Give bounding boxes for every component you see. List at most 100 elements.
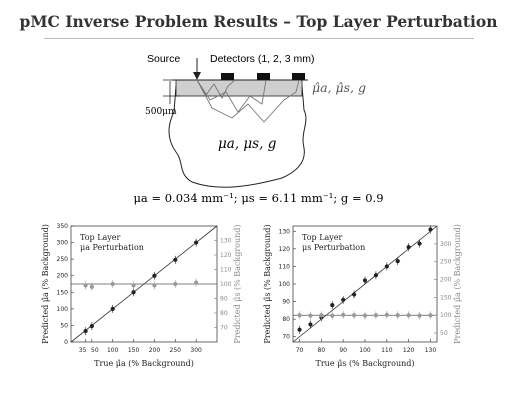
y-right-tick-label: 70 [220, 325, 228, 332]
data-point-primary [417, 241, 422, 246]
y-axis-label: Predicted μ̂s (% Background) [263, 224, 272, 343]
detector-2mm [257, 73, 270, 80]
y-right-tick-label: 120 [220, 252, 232, 259]
x-tick-label: 35 [79, 347, 87, 354]
chart-annotation-line1: Top Layer [302, 233, 343, 242]
data-point-secondary [406, 313, 411, 318]
detector-3mm [292, 73, 305, 80]
x-tick-label: 200 [149, 347, 161, 354]
y-tick-label: 70 [282, 334, 290, 341]
x-tick-label: 110 [381, 347, 393, 354]
data-point-secondary [83, 283, 88, 288]
tissue-outline [168, 85, 307, 188]
data-point-secondary [131, 283, 136, 288]
y-tick-label: 150 [57, 289, 69, 296]
y-right-tick-label: 150 [440, 294, 452, 301]
data-point-primary [194, 240, 199, 245]
x-tick-label: 300 [190, 347, 202, 354]
data-point-primary [330, 302, 335, 308]
data-point-secondary [395, 313, 400, 318]
data-point-primary [373, 273, 379, 278]
x-tick-label: 130 [425, 347, 437, 354]
data-point-secondary [319, 313, 324, 318]
data-point-secondary [341, 312, 346, 317]
data-point-secondary [297, 313, 302, 318]
chart-annotation-line2: μs Perturbation [302, 243, 365, 252]
x-tick-label: 70 [296, 347, 304, 354]
x-axis-label: True μ̂s (% Background) [316, 359, 415, 368]
y-right-tick-label: 300 [440, 241, 452, 248]
data-point-primary [341, 297, 346, 302]
data-point-secondary [384, 312, 389, 317]
data-point-primary [351, 292, 357, 297]
data-point-primary [362, 278, 368, 283]
data-point-primary [406, 244, 411, 250]
y-right-tick-label: 250 [440, 259, 452, 266]
data-point-secondary [417, 313, 422, 318]
data-point-secondary [194, 280, 199, 285]
data-point-primary [131, 290, 136, 295]
y-tick-label: 80 [282, 316, 290, 323]
data-point-secondary [373, 313, 379, 318]
data-point-primary [89, 323, 94, 329]
depth-label: 500μm [145, 107, 177, 117]
y-right-tick-label: 100 [220, 281, 232, 288]
y-right-tick-label: 200 [440, 277, 452, 284]
y-tick-label: 100 [279, 281, 291, 288]
x-tick-label: 80 [318, 347, 326, 354]
data-point-secondary [351, 313, 357, 318]
data-point-secondary [362, 313, 368, 318]
data-point-primary [173, 257, 178, 262]
y-tick-label: 50 [60, 322, 68, 329]
x-tick-label: 50 [91, 347, 99, 354]
x-tick-label: 90 [339, 347, 347, 354]
top-layer-params: μ̂a, μ̂s, g [312, 80, 366, 95]
y-tick-label: 350 [57, 223, 69, 230]
photon-path-1 [196, 79, 236, 99]
data-point-secondary [89, 284, 94, 289]
chart-annotation-line2: μa Perturbation [80, 243, 144, 252]
source-arrowhead [193, 72, 201, 80]
data-point-secondary [428, 313, 433, 318]
x-tick-label: 150 [128, 347, 140, 354]
y-right-tick-label: 50 [440, 330, 448, 337]
slide-title: pMC Inverse Problem Results – Top Layer … [19, 12, 498, 31]
y-tick-label: 90 [282, 299, 290, 306]
y-tick-label: 250 [57, 256, 69, 263]
photon-path-2 [196, 79, 267, 113]
source-label: Source [147, 53, 180, 65]
y-right-tick-label: 110 [220, 267, 232, 274]
y-right-axis-label: Predicted μ̂s (% Background) [233, 224, 242, 343]
data-point-primary [110, 306, 115, 311]
photon-path-3 [196, 79, 300, 123]
x-axis-label: True μ̂a (% Background) [94, 359, 194, 368]
detectors-label: Detectors (1, 2, 3 mm) [210, 53, 314, 65]
y-tick-label: 110 [279, 263, 291, 270]
y-tick-label: 130 [279, 228, 291, 235]
y-right-tick-label: 100 [440, 312, 452, 319]
data-point-primary [83, 328, 88, 334]
data-point-secondary [308, 313, 313, 318]
baseline-params: μa = 0.034 mm⁻¹; μs = 6.11 mm⁻¹; g = 0.9 [133, 191, 383, 205]
x-tick-label: 100 [107, 347, 119, 354]
y-right-tick-label: 130 [220, 238, 232, 245]
title-divider [44, 38, 474, 39]
bulk-params: μa, μs, g [218, 136, 277, 152]
y-tick-label: 300 [57, 240, 69, 247]
x-tick-label: 250 [170, 347, 182, 354]
data-point-primary [428, 227, 433, 232]
y-tick-label: 0 [64, 339, 68, 346]
y-tick-label: 120 [279, 246, 291, 253]
data-point-primary [308, 322, 313, 327]
data-point-secondary [330, 313, 335, 318]
x-tick-label: 100 [359, 347, 371, 354]
y-tick-label: 200 [57, 273, 69, 280]
data-point-secondary [110, 281, 115, 287]
y-right-tick-label: 80 [220, 310, 228, 317]
data-point-secondary [173, 281, 178, 287]
y-right-tick-label: 90 [220, 296, 228, 303]
x-tick-label: 120 [403, 347, 415, 354]
y-tick-label: 100 [57, 306, 69, 313]
